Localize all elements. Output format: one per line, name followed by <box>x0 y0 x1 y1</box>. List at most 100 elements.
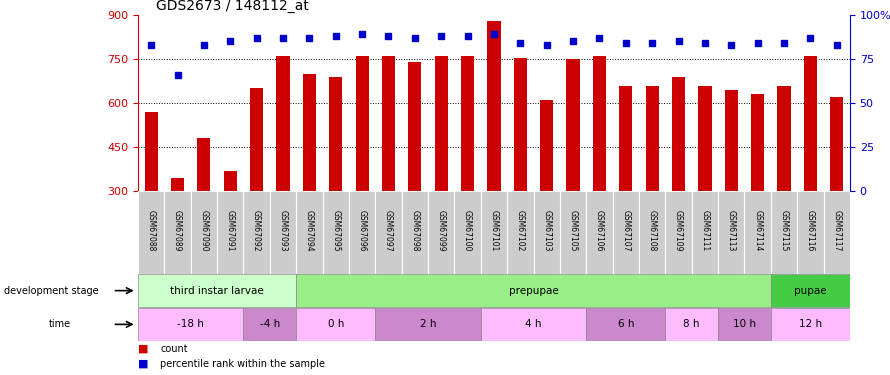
Text: GSM67100: GSM67100 <box>463 210 472 252</box>
Text: GSM67092: GSM67092 <box>252 210 261 252</box>
Bar <box>250 88 263 191</box>
Bar <box>329 77 343 191</box>
Text: GSM67103: GSM67103 <box>542 210 551 252</box>
Text: percentile rank within the sample: percentile rank within the sample <box>160 359 325 369</box>
Bar <box>699 86 711 191</box>
Bar <box>138 274 296 307</box>
Bar <box>217 191 244 274</box>
Bar <box>401 191 428 274</box>
Text: GSM67106: GSM67106 <box>595 210 604 252</box>
Text: ■: ■ <box>138 344 149 354</box>
Bar <box>533 191 560 274</box>
Text: prepupae: prepupae <box>508 286 558 296</box>
Bar <box>666 191 692 274</box>
Text: ■: ■ <box>138 359 149 369</box>
Bar <box>434 56 448 191</box>
Bar <box>830 97 844 191</box>
Text: count: count <box>160 344 188 354</box>
Bar <box>771 274 850 307</box>
Text: GSM67116: GSM67116 <box>805 210 815 252</box>
Text: GSM67107: GSM67107 <box>621 210 630 252</box>
Text: 4 h: 4 h <box>525 320 542 329</box>
Bar <box>566 59 579 191</box>
Bar <box>244 308 296 340</box>
Text: GSM67091: GSM67091 <box>226 210 235 252</box>
Text: -18 h: -18 h <box>177 320 204 329</box>
Text: 12 h: 12 h <box>799 320 822 329</box>
Bar <box>823 191 850 274</box>
Text: 8 h: 8 h <box>684 320 700 329</box>
Bar <box>692 191 718 274</box>
Bar <box>144 112 158 191</box>
Bar <box>587 308 666 340</box>
Bar <box>771 308 850 340</box>
Bar <box>778 86 790 191</box>
Bar <box>645 86 659 191</box>
Text: GSM67093: GSM67093 <box>279 210 287 252</box>
Text: GSM67096: GSM67096 <box>358 210 367 252</box>
Text: third instar larvae: third instar larvae <box>170 286 264 296</box>
Bar <box>560 191 587 274</box>
Text: GDS2673 / 148112_at: GDS2673 / 148112_at <box>156 0 309 13</box>
Bar <box>409 62 422 191</box>
Text: GSM67113: GSM67113 <box>727 210 736 252</box>
Text: GSM67094: GSM67094 <box>305 210 314 252</box>
Text: GSM67115: GSM67115 <box>780 210 789 252</box>
Bar <box>277 56 289 191</box>
Text: development stage: development stage <box>4 286 99 296</box>
Bar <box>376 308 481 340</box>
Bar <box>540 100 554 191</box>
Bar <box>322 191 349 274</box>
Bar <box>296 191 322 274</box>
Bar <box>461 56 474 191</box>
Bar <box>587 191 612 274</box>
Bar <box>355 56 368 191</box>
Text: GSM67111: GSM67111 <box>700 210 709 252</box>
Text: GSM67114: GSM67114 <box>753 210 762 252</box>
Text: GSM67102: GSM67102 <box>516 210 525 252</box>
Bar <box>771 191 797 274</box>
Bar <box>751 94 765 191</box>
Bar <box>481 191 507 274</box>
Bar <box>382 56 395 191</box>
Text: GSM67109: GSM67109 <box>674 210 683 252</box>
Text: pupae: pupae <box>794 286 827 296</box>
Bar <box>593 56 606 191</box>
Text: GSM67097: GSM67097 <box>384 210 393 252</box>
Text: 0 h: 0 h <box>328 320 344 329</box>
Bar <box>428 191 455 274</box>
Bar <box>455 191 481 274</box>
Bar <box>797 191 823 274</box>
Bar <box>303 74 316 191</box>
Bar <box>514 58 527 191</box>
Bar <box>349 191 376 274</box>
Text: -4 h: -4 h <box>260 320 280 329</box>
Bar <box>270 191 296 274</box>
Text: GSM67105: GSM67105 <box>569 210 578 252</box>
Bar <box>138 308 244 340</box>
Bar <box>481 308 587 340</box>
Bar <box>190 191 217 274</box>
Text: GSM67098: GSM67098 <box>410 210 419 252</box>
Text: GSM67088: GSM67088 <box>147 210 156 252</box>
Bar <box>296 274 771 307</box>
Bar <box>724 90 738 191</box>
Bar <box>138 191 165 274</box>
Bar <box>718 308 771 340</box>
Bar <box>296 308 376 340</box>
Bar <box>171 178 184 191</box>
Text: time: time <box>49 320 71 329</box>
Bar <box>666 308 718 340</box>
Text: 10 h: 10 h <box>733 320 756 329</box>
Bar <box>639 191 666 274</box>
Bar <box>244 191 270 274</box>
Bar <box>672 77 685 191</box>
Bar <box>619 86 633 191</box>
Text: GSM67089: GSM67089 <box>173 210 182 252</box>
Text: GSM67099: GSM67099 <box>437 210 446 252</box>
Text: GSM67101: GSM67101 <box>490 210 498 252</box>
Bar <box>718 191 744 274</box>
Bar <box>488 21 500 191</box>
Text: GSM67095: GSM67095 <box>331 210 340 252</box>
Text: 2 h: 2 h <box>420 320 436 329</box>
